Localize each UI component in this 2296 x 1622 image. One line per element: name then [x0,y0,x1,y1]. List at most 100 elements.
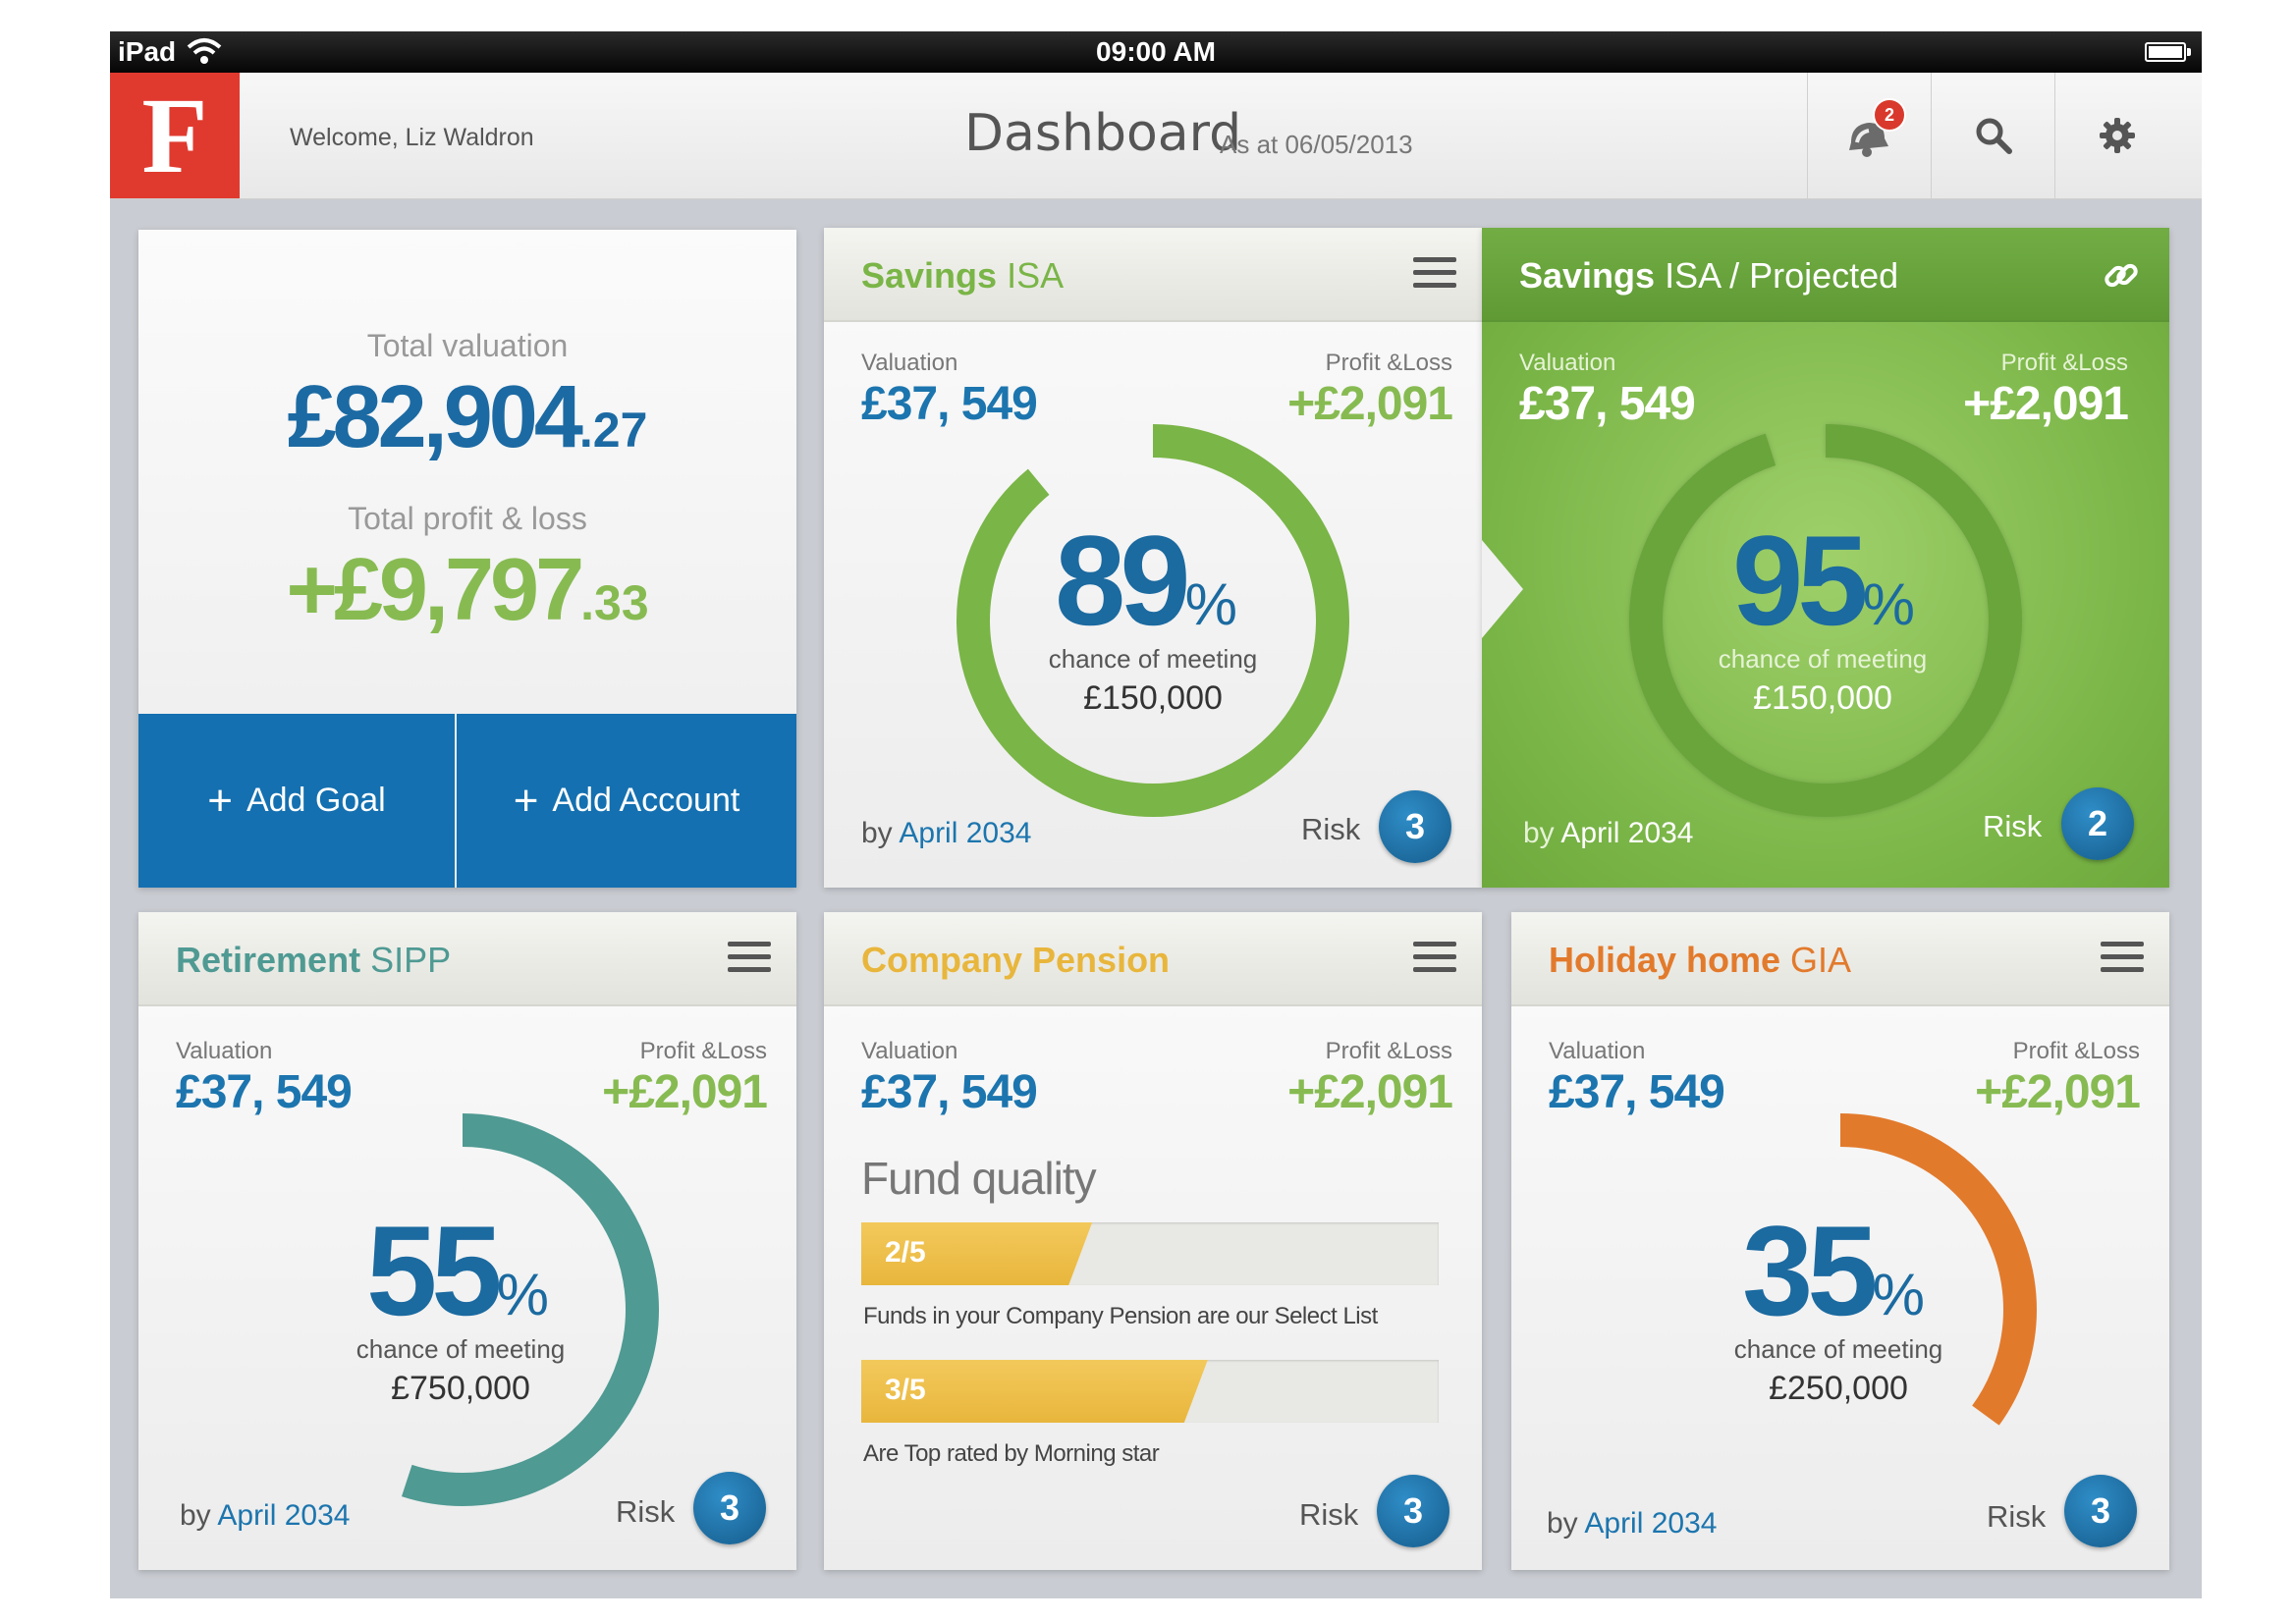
valuation-value: £37, 549 [1519,378,1696,430]
fund-quality-score: 2/5 [885,1236,926,1269]
progress-ring [1629,424,2022,817]
valuation-value: £37, 549 [861,378,1038,430]
profit-loss-value: +£2,091 [1287,378,1453,430]
menu-icon[interactable] [728,942,771,975]
total-valuation-pence: .27 [578,403,648,458]
link-icon[interactable] [2103,257,2140,295]
card-header: Holiday home GIA [1511,912,2169,1006]
ipad-screen: iPad 09:00 AM F Welcome, Liz Waldron Das… [110,31,2202,1598]
risk-badge[interactable]: 3 [2064,1475,2137,1547]
menu-icon[interactable] [2101,942,2144,975]
progress-arc [1629,424,2022,817]
card-title-bold: Savings [1519,255,1656,296]
risk-label: Risk [616,1494,676,1529]
card-title: Company Pension [861,940,1170,981]
fund-quality-bar-fill [861,1222,1092,1285]
holiday-home-gia-card[interactable]: Holiday home GIA Valuation £37, 549 Prof… [1511,912,2169,1570]
total-valuation-label: Total valuation [366,328,569,363]
percent-sign: % [1862,571,1915,637]
selection-pointer [1482,540,1523,638]
risk-label: Risk [1299,1497,1359,1532]
risk-badge[interactable]: 3 [1379,790,1451,863]
valuation-value: £37, 549 [1549,1066,1725,1118]
percent-value: 95% [1732,507,1915,654]
percent-sign: % [496,1262,549,1327]
target-date: by April 2034 [1523,817,1693,850]
card-title-sub: ISA / Projected [1655,255,1899,296]
app-logo[interactable]: F [110,73,240,198]
target-date: by April 2034 [180,1499,350,1533]
progress-ring [1644,1113,2037,1506]
percent-number: 89 [1055,509,1191,652]
menu-icon[interactable] [1413,942,1456,975]
total-valuation: £82,904.27 [138,367,796,468]
fund-quality-caption: Funds in your Company Pension are our Se… [863,1303,1378,1329]
by-prefix: by [1523,817,1561,849]
device-name: iPad [118,36,177,67]
risk-label: Risk [1987,1499,2047,1534]
retirement-sipp-card[interactable]: Retirement SIPP Valuation £37, 549 Profi… [138,912,796,1570]
wifi-icon [187,38,222,64]
valuation-label: Valuation [176,1038,273,1064]
progress-ring [266,1113,659,1506]
percent-number: 55 [366,1199,503,1342]
clock: 09:00 AM [1096,36,1216,67]
profit-loss-label: Profit &Loss [2012,1038,2140,1064]
valuation-label: Valuation [861,1038,958,1064]
card-title-sub: ISA [997,255,1065,296]
card-header: Savings ISA / Projected [1482,228,2169,322]
valuation-label: Valuation [1519,350,1616,376]
risk-badge[interactable]: 2 [2061,787,2134,860]
fund-quality-label: Fund quality [861,1153,1097,1204]
profit-loss-label: Profit &Loss [2000,350,2128,376]
settings-button[interactable] [2054,73,2179,198]
card-title: Savings ISA / Projected [1519,255,1898,297]
fund-quality-score: 3/5 [885,1374,926,1406]
by-date: April 2034 [1560,817,1694,849]
card-title-bold: Holiday home [1549,940,1781,980]
company-pension-card[interactable]: Company Pension Valuation £37, 549 Profi… [824,912,1482,1570]
target-value: £750,000 [391,1370,530,1407]
battery-icon [2145,42,2191,62]
card-title: Holiday home GIA [1549,940,1851,981]
percent-sign: % [1184,571,1237,637]
notifications-button[interactable]: 2 [1807,73,1932,198]
add-goal-button[interactable]: + Add Goal [138,714,455,888]
add-account-button[interactable]: + Add Account [457,714,796,888]
by-date: April 2034 [217,1499,351,1532]
profit-loss-value: +£2,091 [1975,1066,2141,1118]
total-pl-pence: .33 [580,575,649,630]
by-prefix: by [180,1499,218,1532]
page-title: Dashboard [964,104,1242,163]
bell-icon [1849,123,1888,157]
profit-loss-label: Profit &Loss [639,1038,767,1064]
progress-ring [957,424,1349,817]
profit-loss-label: Profit &Loss [1325,350,1452,376]
progress-arc [266,1113,659,1506]
risk-badge[interactable]: 3 [693,1472,766,1544]
profit-loss-value: +£2,091 [602,1066,768,1118]
fund-quality-bar-fill [861,1360,1208,1423]
menu-icon[interactable] [1413,257,1456,291]
projected-isa-card[interactable]: Savings ISA / Projected Valuation £37, 5… [1482,228,2169,888]
risk-badge[interactable]: 3 [1377,1475,1449,1547]
card-title-bold: Company Pension [861,940,1171,980]
percent-sign: % [1872,1262,1925,1327]
total-pl-label: Total profit & loss [348,501,587,536]
as-at-date: As at 06/05/2013 [1220,130,1413,159]
savings-isa-card[interactable]: Savings ISA Valuation £37, 549 Profit &L… [824,228,1482,888]
percent-number: 95 [1732,509,1869,652]
search-icon [1976,118,2012,154]
total-pl: +£9,797.33 [138,540,796,641]
search-button[interactable] [1931,73,2055,198]
card-title-bold: Savings [861,255,998,296]
chance-label: chance of meeting [1733,1334,1943,1364]
by-prefix: by [1547,1507,1585,1540]
fund-quality-bar: 3/5 [861,1360,1439,1423]
card-header: Savings ISA [824,228,1482,322]
total-valuation-main: £82,904 [287,368,583,466]
progress-arc [1644,1113,2037,1506]
welcome-text: Welcome, Liz Waldron [290,124,534,151]
valuation-value: £37, 549 [861,1066,1038,1118]
target-value: £150,000 [1753,679,1892,717]
